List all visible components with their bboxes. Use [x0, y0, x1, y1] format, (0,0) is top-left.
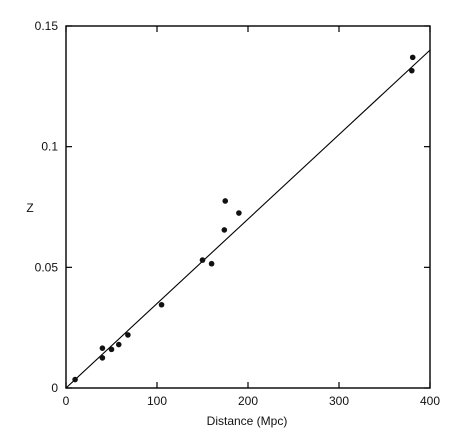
regression-line: [65, 49, 431, 389]
y-tick-label: 0.15: [35, 19, 59, 33]
x-tick-label: 100: [147, 394, 167, 408]
x-axis-label: Distance (Mpc): [207, 414, 288, 428]
data-point: [115, 341, 122, 348]
plot-border: [65, 25, 431, 389]
x-axis-ticks: 0 100 200 300 400: [63, 26, 440, 408]
data-point: [108, 346, 115, 353]
y-tick-label: 0: [51, 381, 58, 395]
data-point: [221, 227, 228, 233]
data-point: [222, 198, 229, 204]
data-point: [409, 67, 415, 74]
x-tick-label: 400: [420, 394, 440, 408]
data-point: [99, 355, 106, 361]
x-tick-label: 200: [238, 394, 258, 408]
y-tick-label: 0.1: [41, 140, 58, 154]
data-point: [72, 376, 78, 383]
regression-line-group: [65, 49, 431, 389]
y-axis-ticks: 0 0.05 0.1 0.15: [35, 19, 430, 395]
data-point: [236, 210, 242, 216]
data-point: [409, 54, 416, 61]
data-point: [158, 301, 165, 308]
data-points: [72, 54, 416, 383]
data-point: [199, 257, 206, 263]
y-tick-label: 0.05: [35, 260, 59, 274]
x-tick-label: 0: [63, 394, 70, 408]
data-point: [125, 332, 131, 338]
plot-frame: [65, 25, 431, 389]
y-axis-label: Z: [26, 201, 33, 215]
data-point: [208, 260, 215, 267]
x-tick-label: 300: [329, 394, 349, 408]
data-point: [99, 345, 106, 351]
